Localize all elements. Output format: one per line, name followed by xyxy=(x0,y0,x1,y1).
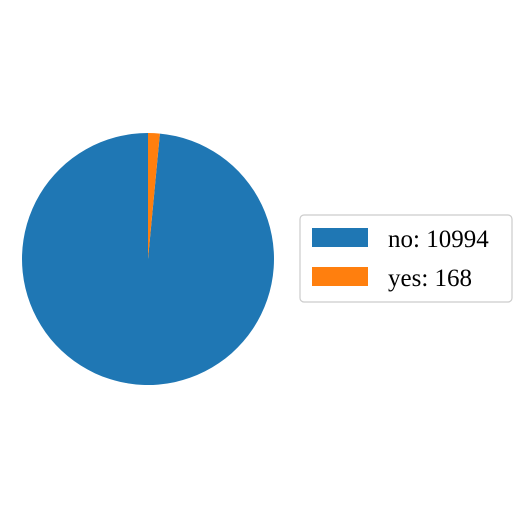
pie-slice-yes xyxy=(148,133,160,259)
legend-swatch-yes xyxy=(312,267,368,286)
legend-label-yes: yes: 168 xyxy=(388,265,472,292)
legend-label-no: no: 10994 xyxy=(388,226,489,253)
pie-slices xyxy=(21,133,274,385)
legend: no: 10994 yes: 168 xyxy=(299,214,513,303)
legend-swatch-no xyxy=(312,228,368,247)
pie-slice-no xyxy=(21,133,274,385)
